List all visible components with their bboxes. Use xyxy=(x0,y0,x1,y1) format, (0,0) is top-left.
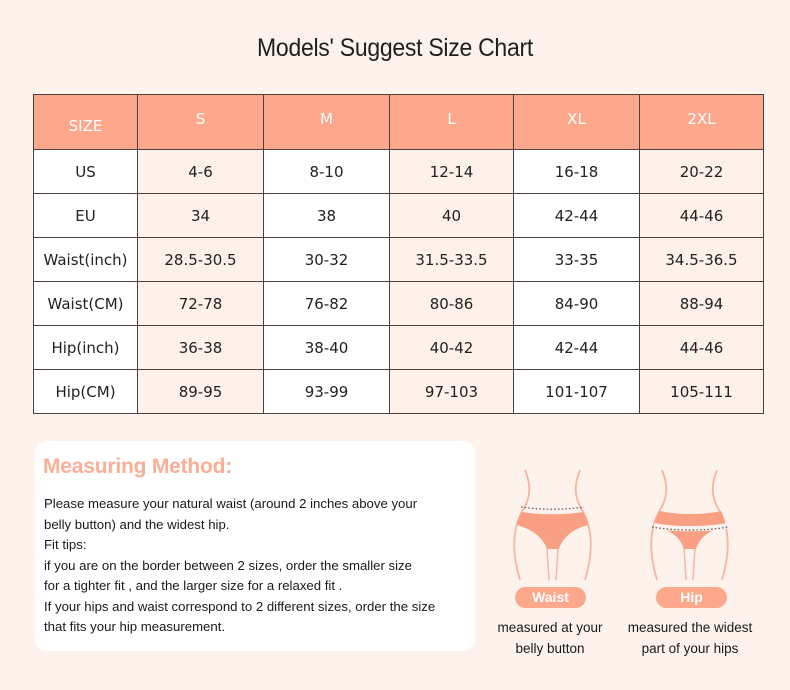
measuring-method-text: Please measure your natural waist (aroun… xyxy=(44,494,474,638)
table-cell: 40 xyxy=(389,193,514,238)
row-label: EU xyxy=(33,193,138,238)
caption-line: part of your hips xyxy=(641,641,739,656)
header-cell-l: L xyxy=(389,94,514,150)
table-cell: 28.5-30.5 xyxy=(137,237,264,282)
table-row-waist-cm: Waist(CM) 72-78 76-82 80-86 84-90 88-94 xyxy=(33,281,764,326)
table-cell: 42-44 xyxy=(513,325,640,370)
header-cell-xl: XL xyxy=(513,94,640,150)
row-label: Hip(CM) xyxy=(33,369,138,414)
table-cell: 101-107 xyxy=(513,369,640,414)
method-line: belly button) and the widest hip. xyxy=(44,516,230,532)
caption-line: measured at your xyxy=(497,620,603,635)
table-cell: 20-22 xyxy=(639,149,764,194)
row-label: Hip(inch) xyxy=(33,325,138,370)
caption-line: measured the widest xyxy=(627,620,753,635)
caption-line: belly button xyxy=(515,641,585,656)
table-cell: 44-46 xyxy=(639,193,764,238)
row-label: Waist(CM) xyxy=(33,281,138,326)
table-row-waist-inch: Waist(inch) 28.5-30.5 30-32 31.5-33.5 33… xyxy=(33,237,764,282)
table-row-us: US 4-6 8-10 12-14 16-18 20-22 xyxy=(33,149,764,194)
table-cell: 88-94 xyxy=(639,281,764,326)
table-cell: 89-95 xyxy=(137,369,264,414)
table-row-hip-inch: Hip(inch) 36-38 38-40 40-42 42-44 44-46 xyxy=(33,325,764,370)
method-line: that fits your hip measurement. xyxy=(44,619,226,634)
table-cell: 80-86 xyxy=(389,281,514,326)
table-header-row: SIZE S M L XL 2XL xyxy=(33,94,764,150)
method-line: Fit tips: xyxy=(44,537,87,552)
header-cell-size: SIZE xyxy=(33,94,138,150)
waist-measurement-figure-icon xyxy=(495,455,605,581)
table-cell: 16-18 xyxy=(513,149,640,194)
hip-label-badge: Hip xyxy=(656,587,727,608)
row-label: Waist(inch) xyxy=(33,237,138,282)
table-cell: 33-35 xyxy=(513,237,640,282)
method-line: if you are on the border between 2 sizes… xyxy=(44,557,412,573)
table-cell: 97-103 xyxy=(389,369,514,414)
header-cell-m: M xyxy=(263,94,390,150)
method-line: for a tighter fit , and the larger size … xyxy=(44,578,343,593)
measuring-method-card: Measuring Method: Please measure your na… xyxy=(35,441,475,651)
measuring-method-title: Measuring Method: xyxy=(43,455,233,478)
page-title: Models' Suggest Size Chart xyxy=(257,34,533,62)
table-cell: 30-32 xyxy=(263,237,390,282)
table-row-hip-cm: Hip(CM) 89-95 93-99 97-103 101-107 105-1… xyxy=(33,369,764,414)
size-chart-table: SIZE S M L XL 2XL US 4-6 8-10 12-14 16-1… xyxy=(33,94,764,414)
table-cell: 40-42 xyxy=(389,325,514,370)
table-cell: 12-14 xyxy=(389,149,514,194)
table-cell: 34 xyxy=(137,193,264,238)
table-cell: 76-82 xyxy=(263,281,390,326)
row-label: US xyxy=(33,149,138,194)
table-cell: 72-78 xyxy=(137,281,264,326)
table-cell: 31.5-33.5 xyxy=(389,237,514,282)
table-cell: 8-10 xyxy=(263,149,390,194)
hip-caption: measured the widest part of your hips xyxy=(615,617,765,659)
waist-caption: measured at your belly button xyxy=(475,617,625,659)
table-cell: 34.5-36.5 xyxy=(639,237,764,282)
table-cell: 93-99 xyxy=(263,369,390,414)
method-line: Please measure your natural waist (aroun… xyxy=(44,496,418,511)
table-cell: 38-40 xyxy=(263,325,390,370)
method-line: If your hips and waist correspond to 2 d… xyxy=(44,598,436,614)
table-cell: 4-6 xyxy=(137,149,264,194)
header-cell-s: S xyxy=(137,94,264,150)
table-cell: 42-44 xyxy=(513,193,640,238)
header-cell-2xl: 2XL xyxy=(639,94,764,150)
waist-label-badge: Waist xyxy=(515,587,586,608)
table-row-eu: EU 34 38 40 42-44 44-46 xyxy=(33,193,764,238)
table-cell: 84-90 xyxy=(513,281,640,326)
hip-measurement-figure-icon xyxy=(634,455,744,581)
table-cell: 38 xyxy=(263,193,390,238)
table-cell: 44-46 xyxy=(639,325,764,370)
table-cell: 36-38 xyxy=(137,325,264,370)
table-cell: 105-111 xyxy=(639,369,764,414)
